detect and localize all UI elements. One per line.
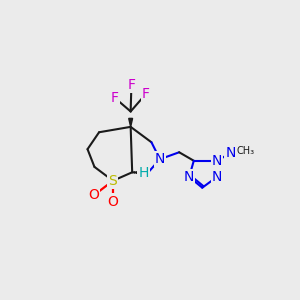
Text: H: H (139, 166, 149, 180)
Text: N: N (212, 154, 222, 168)
Text: N: N (212, 170, 222, 184)
Text: S: S (109, 174, 117, 188)
Text: F: F (142, 87, 150, 101)
Text: F: F (128, 77, 135, 92)
Text: F: F (110, 91, 118, 105)
Text: O: O (107, 195, 118, 208)
Polygon shape (129, 118, 133, 127)
Text: N: N (226, 146, 236, 160)
Text: N: N (155, 152, 165, 166)
Text: O: O (88, 188, 99, 203)
Text: CH₃: CH₃ (237, 146, 255, 157)
Text: N: N (184, 170, 194, 184)
